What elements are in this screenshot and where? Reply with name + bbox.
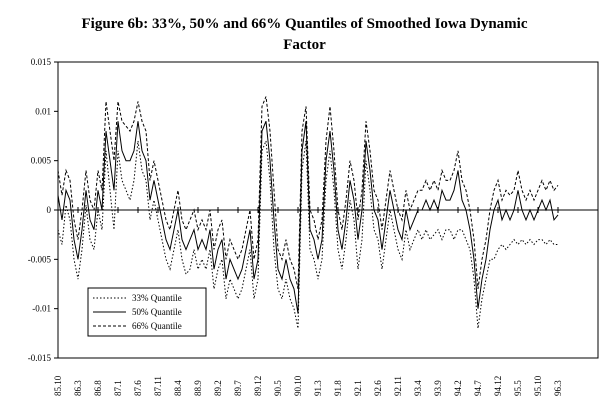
y-tick-label: -0.01 bbox=[32, 304, 51, 314]
x-tick-label: 94.2 bbox=[453, 380, 463, 396]
x-tick-label: 88.9 bbox=[193, 380, 203, 396]
legend-label: 50% Quantile bbox=[132, 307, 182, 317]
x-tick-label: 92.1 bbox=[353, 380, 363, 396]
series-line-33 bbox=[57, 140, 558, 329]
x-tick-label: 90.5 bbox=[273, 380, 283, 396]
x-tick-label: 94.12 bbox=[493, 376, 503, 396]
x-tick-label: 87.11 bbox=[153, 376, 163, 396]
x-tick-label: 89.12 bbox=[253, 376, 263, 396]
x-tick-label: 95.10 bbox=[533, 375, 543, 396]
x-tick-label: 92.6 bbox=[373, 380, 383, 396]
x-tick-label: 94.7 bbox=[473, 380, 483, 396]
x-tick-label: 91.8 bbox=[333, 380, 343, 396]
x-tick-label: 92.11 bbox=[393, 376, 403, 396]
y-tick-label: -0.015 bbox=[28, 353, 52, 363]
legend-label: 66% Quantile bbox=[132, 321, 182, 331]
x-tick-label: 93.4 bbox=[413, 380, 423, 396]
x-tick-label: 93.9 bbox=[433, 380, 443, 396]
x-tick-label: 87.1 bbox=[113, 380, 123, 396]
x-tick-label: 89.2 bbox=[213, 380, 223, 396]
legend-label: 33% Quantile bbox=[132, 293, 182, 303]
x-tick-label: 87.6 bbox=[133, 380, 143, 396]
chart-title-line-2: Factor bbox=[283, 37, 326, 53]
y-tick-label: 0 bbox=[47, 205, 52, 215]
y-tick-label: 0.015 bbox=[31, 57, 52, 67]
x-tick-label: 86.3 bbox=[73, 380, 83, 396]
y-tick-label: 0.005 bbox=[31, 156, 52, 166]
x-tick-label: 85.10 bbox=[53, 375, 63, 396]
chart-title: Figure 6b: 33%, 50% and 66% Quantiles of… bbox=[0, 14, 609, 56]
x-tick-label: 96.3 bbox=[553, 380, 563, 396]
series-line-50 bbox=[57, 121, 559, 314]
x-tick-label: 90.10 bbox=[293, 375, 303, 396]
series-line-66 bbox=[57, 96, 559, 289]
chart-title-line-1: Figure 6b: 33%, 50% and 66% Quantiles of… bbox=[81, 16, 528, 32]
x-tick-label: 91.3 bbox=[313, 380, 323, 396]
x-tick-label: 95.5 bbox=[513, 380, 523, 396]
x-tick-label: 86.8 bbox=[93, 380, 103, 396]
x-tick-label: 89.7 bbox=[233, 380, 243, 396]
x-tick-label: 88.4 bbox=[173, 380, 183, 396]
y-tick-label: -0.005 bbox=[28, 254, 52, 264]
y-tick-label: 0.01 bbox=[35, 106, 51, 116]
